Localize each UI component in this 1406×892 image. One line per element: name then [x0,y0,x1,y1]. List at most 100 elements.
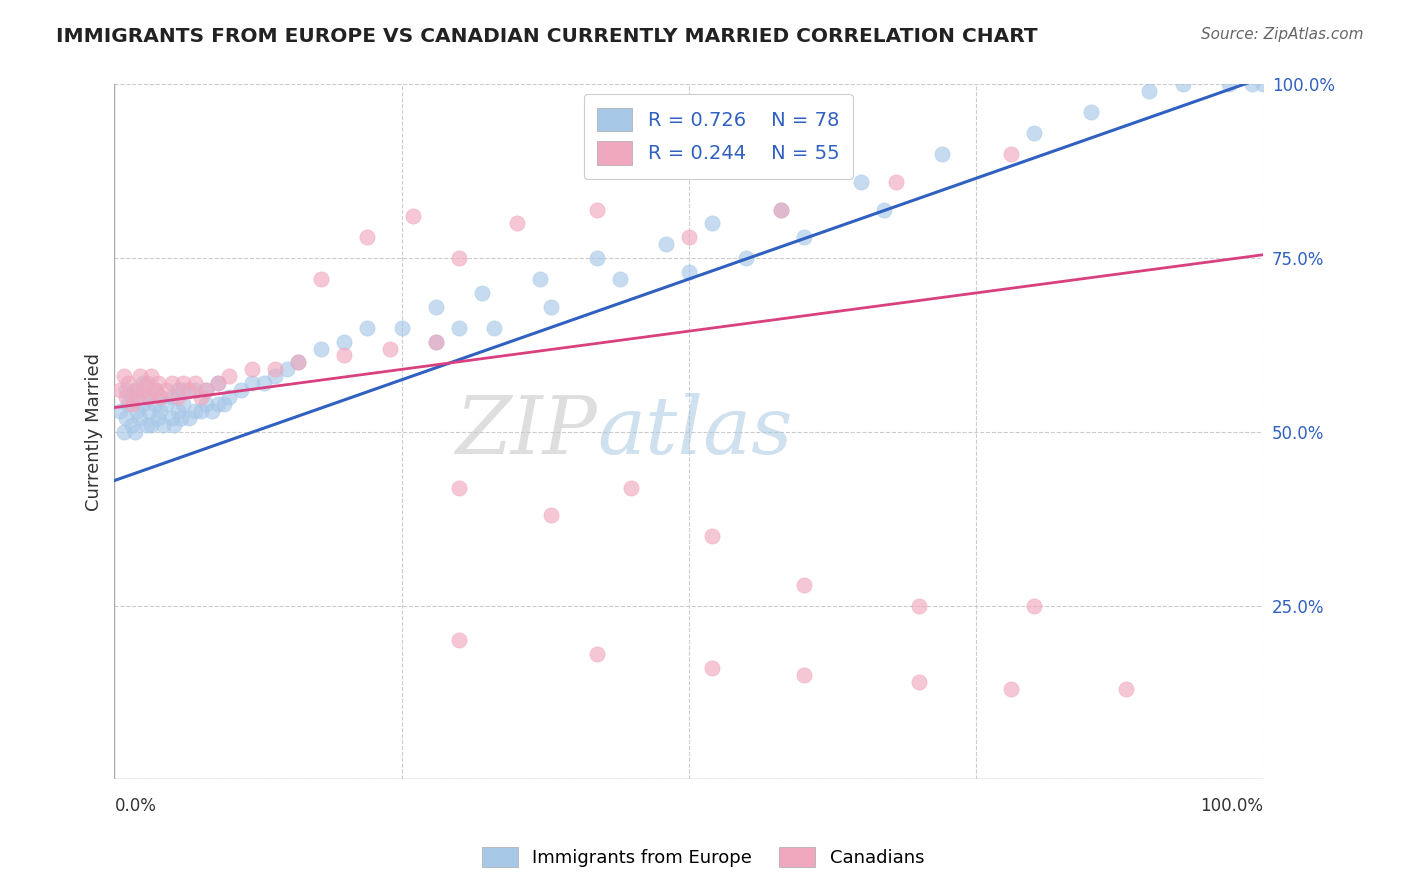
Point [108,404,131,418]
Point [160,411,183,425]
Point [149,390,172,404]
Point [769,202,792,217]
Legend: R = 0.726    N = 78, R = 0.244    N = 55: R = 0.726 N = 78, R = 0.244 N = 55 [583,95,853,178]
Point [229,383,252,397]
Point [1080,105,1102,120]
Point [195,383,218,397]
Point [402,210,425,224]
Point [425,300,447,314]
Point [309,272,332,286]
Point [143,383,166,397]
Y-axis label: Currently Married: Currently Married [86,353,103,511]
Text: Source: ZipAtlas.com: Source: ZipAtlas.com [1201,27,1364,42]
Point [333,349,356,363]
Point [155,383,177,397]
Point [264,369,287,384]
Point [1000,147,1022,161]
Point [793,668,815,682]
Point [132,383,155,397]
Point [124,383,146,397]
Point [117,397,139,411]
Point [184,376,207,391]
Point [195,397,218,411]
Point [141,369,163,384]
Point [253,376,276,391]
Point [586,202,609,217]
Point [218,369,240,384]
Point [146,411,169,425]
Point [127,390,149,404]
Point [128,411,150,425]
Point [172,383,194,397]
Point [700,529,723,543]
Point [735,251,758,265]
Point [218,390,240,404]
Point [482,320,505,334]
Point [931,147,953,161]
Point [609,272,631,286]
Point [160,390,183,404]
Point [851,175,873,189]
Point [166,383,188,397]
Point [287,355,309,369]
Point [207,397,229,411]
Point [678,230,700,244]
Point [425,334,447,349]
Point [128,369,150,384]
Point [155,397,177,411]
Point [884,175,907,189]
Point [655,237,678,252]
Point [146,376,169,391]
Point [115,390,138,404]
Point [141,417,163,432]
Point [184,404,207,418]
Text: atlas: atlas [598,393,793,471]
Point [138,390,160,404]
Point [115,383,138,397]
Point [287,355,309,369]
Point [449,320,471,334]
Point [160,376,183,391]
Point [873,202,896,217]
Point [264,362,287,376]
Point [166,404,188,418]
Point [135,376,157,391]
Point [127,404,149,418]
Point [586,251,609,265]
Point [112,369,135,384]
Text: ZIP: ZIP [456,393,598,471]
Point [115,411,138,425]
Point [195,383,218,397]
Point [132,376,155,391]
Point [333,334,356,349]
Point [121,417,143,432]
Point [172,376,194,391]
Point [449,633,471,648]
Point [121,390,143,404]
Point [201,404,224,418]
Point [135,417,157,432]
Point [1115,681,1137,696]
Point [240,376,263,391]
Point [124,425,146,439]
Point [166,390,188,404]
Point [309,342,332,356]
Point [907,599,929,613]
Point [529,272,551,286]
Legend: Immigrants from Europe, Canadians: Immigrants from Europe, Canadians [474,839,932,874]
Point [449,251,471,265]
Point [425,334,447,349]
Point [1253,78,1275,92]
Point [190,390,212,404]
Point [1137,84,1160,98]
Point [540,508,562,523]
Point [190,404,212,418]
Point [240,362,263,376]
Point [132,397,155,411]
Point [121,397,143,411]
Point [170,411,193,425]
Point [177,411,200,425]
Point [907,675,929,690]
Point [356,320,378,334]
Point [793,230,815,244]
